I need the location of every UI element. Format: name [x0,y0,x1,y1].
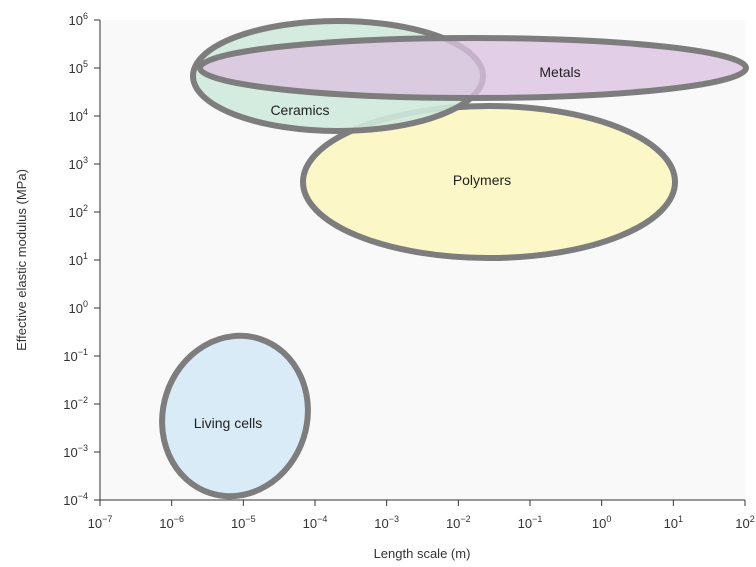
x-tick-label: 10−1 [518,514,543,531]
y-tick-label: 103 [69,155,88,172]
y-tick-label: 106 [69,11,88,28]
x-tick-label: 10−2 [446,514,471,531]
x-tick-label: 10−3 [374,514,399,531]
region-metals-shape [197,35,749,101]
y-tick-label: 10−1 [63,347,88,364]
x-tick-label: 102 [735,514,754,531]
x-ticks: 10−7 10−6 10−5 10−4 10−3 10−2 10−1 100 101 102 [88,500,755,531]
y-tick-label: 105 [69,59,88,76]
y-axis-title: Effective elastic modulus (MPa) [14,169,29,351]
region-living-cells-label: Living cells [194,415,262,431]
x-axis: 10−7 10−6 10−5 10−4 10−3 10−2 10−1 100 101 102 Le… [88,499,755,561]
x-tick-label: 10−7 [88,514,113,531]
y-tick-label: 10−4 [63,491,88,508]
y-tick-label: 104 [69,107,88,124]
x-axis-title: Length scale (m) [374,546,471,561]
y-tick-label: 102 [69,203,88,220]
y-axis: 10−4 10−3 10−2 10−1 100 101 102 103 104 105 106 Ef… [14,11,101,508]
region-living-cells-shape [159,332,311,500]
region-living-cells: Living cells [159,332,311,500]
y-tick-label: 10−2 [63,395,88,412]
region-polymers: Polymers [300,103,678,261]
region-ceramics-label: Ceramics [270,102,329,118]
x-tick-label: 10−4 [303,514,328,531]
region-metals-label: Metals [539,64,580,80]
y-ticks: 10−4 10−3 10−2 10−1 100 101 102 103 104 105 106 [63,11,100,508]
y-tick-label: 10−3 [63,443,88,460]
x-tick-label: 10−6 [159,514,184,531]
x-tick-label: 100 [592,514,611,531]
region-metals: Metals [197,35,749,101]
x-tick-label: 101 [664,514,683,531]
y-tick-label: 100 [69,299,88,316]
region-polymers-shape [300,103,678,261]
y-tick-label: 101 [69,251,88,268]
region-polymers-label: Polymers [453,172,511,188]
x-tick-label: 10−5 [231,514,256,531]
